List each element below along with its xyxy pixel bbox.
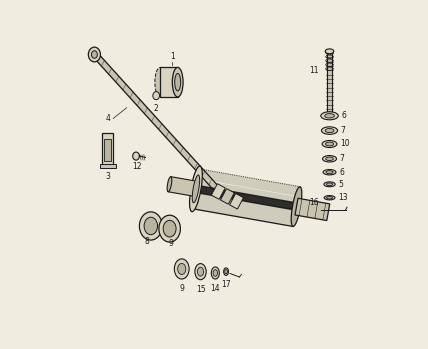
Ellipse shape xyxy=(325,128,334,133)
Polygon shape xyxy=(295,198,330,221)
Text: 10: 10 xyxy=(340,140,350,148)
Ellipse shape xyxy=(175,73,181,91)
Text: 9: 9 xyxy=(179,284,184,293)
Ellipse shape xyxy=(144,217,158,235)
Ellipse shape xyxy=(321,112,338,120)
Text: 12: 12 xyxy=(133,162,142,171)
Ellipse shape xyxy=(291,187,302,227)
Ellipse shape xyxy=(140,212,162,240)
Polygon shape xyxy=(102,133,113,165)
Ellipse shape xyxy=(190,166,202,212)
Ellipse shape xyxy=(324,195,335,200)
Text: 16: 16 xyxy=(309,198,319,207)
Ellipse shape xyxy=(327,196,333,199)
Text: 1: 1 xyxy=(170,52,175,61)
Ellipse shape xyxy=(174,259,189,279)
Ellipse shape xyxy=(159,215,180,242)
Ellipse shape xyxy=(88,47,101,62)
Text: 3: 3 xyxy=(105,172,110,181)
Text: 8: 8 xyxy=(144,237,149,246)
Text: 4: 4 xyxy=(106,114,110,123)
Ellipse shape xyxy=(92,51,97,58)
Ellipse shape xyxy=(211,267,220,279)
Bar xyxy=(100,164,116,168)
Polygon shape xyxy=(229,193,244,209)
Ellipse shape xyxy=(325,142,333,146)
Ellipse shape xyxy=(325,49,334,54)
Polygon shape xyxy=(327,50,332,112)
Text: 7: 7 xyxy=(340,154,345,163)
Polygon shape xyxy=(94,52,226,201)
Ellipse shape xyxy=(213,270,217,276)
Ellipse shape xyxy=(326,171,333,174)
Bar xyxy=(104,139,110,162)
Ellipse shape xyxy=(192,175,199,203)
Ellipse shape xyxy=(197,267,204,276)
Ellipse shape xyxy=(172,67,183,97)
Text: 7: 7 xyxy=(341,126,346,135)
Ellipse shape xyxy=(133,152,140,160)
Text: 9: 9 xyxy=(169,239,173,247)
Ellipse shape xyxy=(322,141,337,148)
Text: 14: 14 xyxy=(211,284,220,293)
Ellipse shape xyxy=(163,220,176,237)
Ellipse shape xyxy=(323,170,336,175)
Text: 5: 5 xyxy=(339,180,343,189)
Ellipse shape xyxy=(167,177,172,192)
Ellipse shape xyxy=(190,169,201,209)
Polygon shape xyxy=(195,185,297,210)
Ellipse shape xyxy=(224,268,229,275)
Text: 6: 6 xyxy=(342,111,346,120)
Ellipse shape xyxy=(225,269,227,274)
Polygon shape xyxy=(220,188,235,204)
Text: 13: 13 xyxy=(338,193,348,202)
Polygon shape xyxy=(211,184,225,199)
Polygon shape xyxy=(168,177,197,196)
Ellipse shape xyxy=(325,113,334,118)
Text: 6: 6 xyxy=(339,168,344,177)
Ellipse shape xyxy=(195,263,206,280)
Ellipse shape xyxy=(326,157,333,161)
Text: 2: 2 xyxy=(154,104,158,113)
Ellipse shape xyxy=(153,91,160,100)
Ellipse shape xyxy=(178,263,186,275)
Text: 15: 15 xyxy=(196,284,205,294)
Ellipse shape xyxy=(323,156,336,162)
Text: 11: 11 xyxy=(309,66,319,75)
Polygon shape xyxy=(193,169,300,227)
Text: 17: 17 xyxy=(221,280,231,289)
Ellipse shape xyxy=(324,182,335,187)
Bar xyxy=(160,67,178,97)
Ellipse shape xyxy=(321,127,338,134)
Ellipse shape xyxy=(155,67,166,97)
Ellipse shape xyxy=(327,183,333,186)
